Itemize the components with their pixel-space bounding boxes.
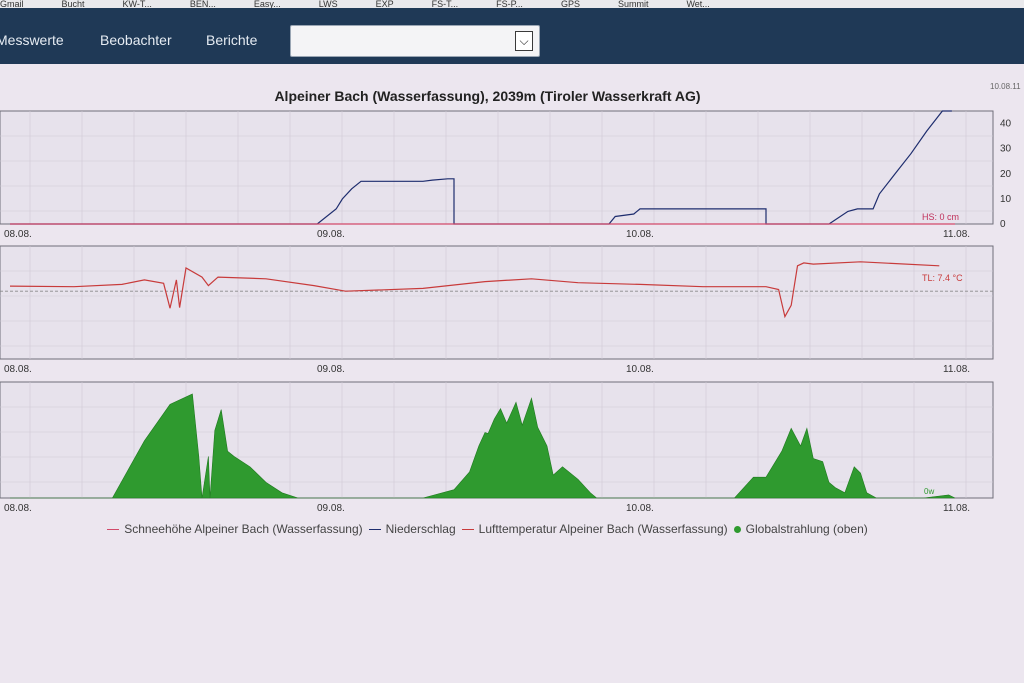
legend-item[interactable]: Globalstrahlung (oben) (733, 522, 868, 536)
bookmark-item[interactable]: LWS (318, 0, 338, 8)
bookmark-item[interactable]: Gmail (0, 0, 24, 8)
legend-marker (368, 529, 381, 531)
bookmark-item[interactable]: Wet... (686, 0, 710, 8)
chart-area: Alpeiner Bach (Wasserfassung), 2039m (Ti… (0, 64, 1024, 683)
x-tick-label: 08.08. (4, 503, 32, 514)
legend-marker (733, 526, 741, 534)
legend-item[interactable]: Lufttemperatur Alpeiner Bach (Wasserfass… (461, 522, 728, 536)
corner-date-label: 10.08.11 (990, 82, 1021, 91)
x-tick-label: 10.08. (626, 229, 654, 240)
x-tick-label: 11.08. (943, 364, 970, 375)
bookmark-item[interactable]: FS-T... (431, 0, 459, 8)
x-tick-label: 10.08. (626, 364, 654, 375)
chevron-down-icon[interactable]: ⌵ (515, 31, 533, 51)
bookmark-item[interactable]: Bucht (61, 0, 85, 8)
x-tick-label: 09.08. (317, 503, 345, 514)
legend-marker (107, 529, 120, 531)
x-tick-label: 09.08. (317, 229, 345, 240)
x-tick-label: 11.08. (943, 503, 970, 514)
y-tick-label: 10 (1000, 194, 1012, 205)
x-tick-label: 09.08. (317, 364, 345, 375)
precipitation-line (10, 110, 952, 225)
y-tick-label: 20 (1000, 169, 1012, 180)
legend-label: Schneehöhe Alpeiner Bach (Wasserfassung) (124, 522, 363, 536)
bookmark-item[interactable]: Summit (617, 0, 649, 8)
panel-frame (0, 110, 994, 225)
bookmark-item[interactable]: GPS (560, 0, 580, 8)
bookmark-item[interactable]: BEN... (189, 0, 216, 8)
x-tick-label: 08.08. (4, 364, 32, 375)
station-select[interactable]: ⌵ (290, 25, 540, 57)
x-tick-label: 08.08. (4, 229, 32, 240)
bookmark-item[interactable]: FS-P... (496, 0, 523, 8)
panel-frame (0, 245, 994, 360)
y-tick-label: 30 (1000, 144, 1012, 155)
legend-label: Lufttemperatur Alpeiner Bach (Wasserfass… (478, 522, 728, 536)
global-radiation-label: 0w (924, 487, 934, 496)
nav-item-berichte[interactable]: Berichte (206, 32, 258, 48)
bookmark-item[interactable]: EXP (375, 0, 394, 8)
x-tick-label: 11.08. (943, 229, 970, 240)
snow-height-label: HS: 0 cm (922, 212, 959, 222)
y-tick-label: 40 (1000, 119, 1012, 130)
bookmark-item[interactable]: Easy... (253, 0, 281, 8)
x-tick-label: 10.08. (626, 503, 654, 514)
legend-item[interactable]: Schneehöhe Alpeiner Bach (Wasserfassung) (107, 522, 363, 536)
legend-label: Globalstrahlung (oben) (745, 522, 868, 536)
bookmarks-bar: Gmail Bucht KW-T... BEN... Easy... LWS EXP FS-T… (0, 0, 1024, 8)
nav-item-messwerte[interactable]: Messwerte (0, 32, 64, 48)
y-tick-label: 0 (1000, 219, 1006, 230)
air-temperature-label: TL: 7.4 °C (922, 273, 963, 283)
nav-item-beobachter[interactable]: Beobachter (100, 32, 172, 48)
chart-title: Alpeiner Bach (Wasserfassung), 2039m (Ti… (274, 88, 701, 104)
chart-legend: Schneehöhe Alpeiner Bach (Wasserfassung)… (0, 522, 975, 536)
legend-item[interactable]: Niederschlag (368, 522, 456, 536)
air-temperature-line (9, 261, 940, 319)
global-radiation-area (10, 393, 956, 499)
top-navigation-bar: Messwerte Beobachter Berichte ⌵ (0, 8, 1024, 64)
chart-svg: 08.08. 09.08. 10.08. 11.08. 08.08. 09.08. 10.0… (0, 110, 1012, 514)
bookmark-item[interactable]: KW-T... (122, 0, 152, 8)
legend-label: Niederschlag (385, 522, 456, 536)
legend-marker (461, 529, 474, 531)
